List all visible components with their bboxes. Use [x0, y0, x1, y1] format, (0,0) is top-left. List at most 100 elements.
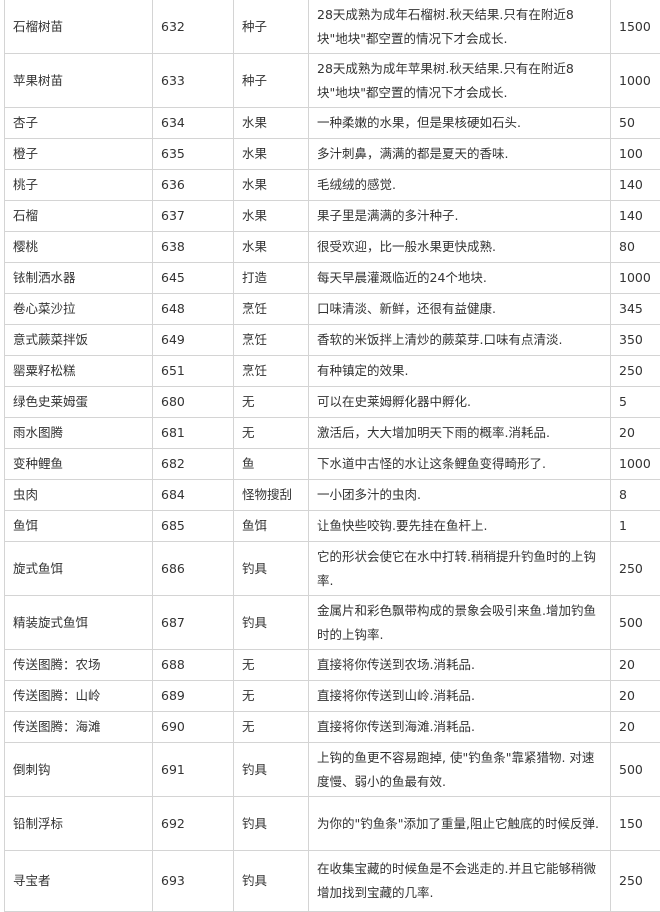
- item-type-cell: 无: [234, 418, 309, 449]
- item-type-cell: 鱼饵: [234, 511, 309, 542]
- item-id-cell: 688: [153, 650, 234, 681]
- item-price-cell: 20: [611, 418, 660, 449]
- item-price-cell: 150: [611, 797, 660, 851]
- item-id-cell: 636: [153, 170, 234, 201]
- item-description-cell: 有种镇定的效果.: [309, 356, 611, 387]
- item-description-cell: 直接将你传送到山岭.消耗品.: [309, 681, 611, 712]
- item-name-cell: 寻宝者: [5, 851, 153, 912]
- item-description-cell: 多汁刺鼻，满满的都是夏天的香味.: [309, 139, 611, 170]
- item-price-cell: 50: [611, 108, 660, 139]
- item-id-cell: 649: [153, 325, 234, 356]
- item-id-cell: 693: [153, 851, 234, 912]
- item-name-cell: 罂粟籽松糕: [5, 356, 153, 387]
- item-name-cell: 苹果树苗: [5, 54, 153, 108]
- item-description-cell: 一种柔嫩的水果，但是果核硬如石头.: [309, 108, 611, 139]
- item-price-cell: 250: [611, 542, 660, 596]
- item-name-cell: 铅制浮标: [5, 797, 153, 851]
- item-type-cell: 烹饪: [234, 356, 309, 387]
- item-name-cell: 石榴: [5, 201, 153, 232]
- item-type-cell: 钓具: [234, 542, 309, 596]
- item-id-cell: 692: [153, 797, 234, 851]
- item-name-cell: 石榴树苗: [5, 0, 153, 54]
- item-id-cell: 689: [153, 681, 234, 712]
- item-name-cell: 雨水图腾: [5, 418, 153, 449]
- item-id-cell: 685: [153, 511, 234, 542]
- item-type-cell: 无: [234, 387, 309, 418]
- item-description-cell: 28天成熟为成年苹果树.秋天结果.只有在附近8块"地块"都空置的情况下才会成长.: [309, 54, 611, 108]
- item-description-cell: 每天早晨灌溉临近的24个地块.: [309, 263, 611, 294]
- item-description-cell: 为你的"钓鱼条"添加了重量,阻止它触底的时候反弹.: [309, 797, 611, 851]
- item-id-cell: 681: [153, 418, 234, 449]
- item-id-cell: 687: [153, 596, 234, 650]
- item-price-cell: 1: [611, 511, 660, 542]
- item-description-cell: 一小团多汁的虫肉.: [309, 480, 611, 511]
- item-type-cell: 种子: [234, 0, 309, 54]
- item-price-cell: 350: [611, 325, 660, 356]
- item-description-cell: 香软的米饭拌上清炒的蕨菜芽.口味有点清淡.: [309, 325, 611, 356]
- item-id-cell: 634: [153, 108, 234, 139]
- item-price-cell: 80: [611, 232, 660, 263]
- item-type-cell: 水果: [234, 232, 309, 263]
- item-type-cell: 打造: [234, 263, 309, 294]
- item-id-cell: 633: [153, 54, 234, 108]
- item-type-cell: 水果: [234, 170, 309, 201]
- item-name-cell: 虫肉: [5, 480, 153, 511]
- item-description-cell: 下水道中古怪的水让这条鲤鱼变得畸形了.: [309, 449, 611, 480]
- item-name-cell: 杏子: [5, 108, 153, 139]
- item-description-cell: 直接将你传送到海滩.消耗品.: [309, 712, 611, 743]
- item-price-cell: 250: [611, 356, 660, 387]
- item-type-cell: 鱼: [234, 449, 309, 480]
- item-id-cell: 638: [153, 232, 234, 263]
- item-price-cell: 500: [611, 743, 660, 797]
- item-id-cell: 686: [153, 542, 234, 596]
- item-type-cell: 烹饪: [234, 325, 309, 356]
- item-id-cell: 648: [153, 294, 234, 325]
- item-id-cell: 645: [153, 263, 234, 294]
- item-description-cell: 果子里是满满的多汁种子.: [309, 201, 611, 232]
- item-id-cell: 682: [153, 449, 234, 480]
- item-name-cell: 传送图腾：山岭: [5, 681, 153, 712]
- item-price-cell: 20: [611, 681, 660, 712]
- item-id-cell: 691: [153, 743, 234, 797]
- item-name-cell: 精装旋式鱼饵: [5, 596, 153, 650]
- item-name-cell: 绿色史莱姆蛋: [5, 387, 153, 418]
- item-id-cell: 635: [153, 139, 234, 170]
- item-description-cell: 直接将你传送到农场.消耗品.: [309, 650, 611, 681]
- item-type-cell: 无: [234, 712, 309, 743]
- item-name-cell: 铱制洒水器: [5, 263, 153, 294]
- item-type-cell: 怪物搜刮: [234, 480, 309, 511]
- item-name-cell: 变种鲤鱼: [5, 449, 153, 480]
- item-description-cell: 很受欢迎，比一般水果更快成熟.: [309, 232, 611, 263]
- item-price-cell: 250: [611, 851, 660, 912]
- item-type-cell: 水果: [234, 201, 309, 232]
- item-price-cell: 140: [611, 201, 660, 232]
- item-type-cell: 无: [234, 681, 309, 712]
- item-type-cell: 水果: [234, 139, 309, 170]
- item-name-cell: 传送图腾：海滩: [5, 712, 153, 743]
- item-description-cell: 让鱼快些咬钩.要先挂在鱼杆上.: [309, 511, 611, 542]
- item-name-cell: 橙子: [5, 139, 153, 170]
- item-price-cell: 1000: [611, 54, 660, 108]
- item-description-cell: 毛绒绒的感觉.: [309, 170, 611, 201]
- item-name-cell: 倒刺钩: [5, 743, 153, 797]
- item-description-cell: 口味清淡、新鲜，还很有益健康.: [309, 294, 611, 325]
- item-type-cell: 水果: [234, 108, 309, 139]
- item-price-cell: 20: [611, 712, 660, 743]
- item-id-cell: 684: [153, 480, 234, 511]
- item-type-cell: 种子: [234, 54, 309, 108]
